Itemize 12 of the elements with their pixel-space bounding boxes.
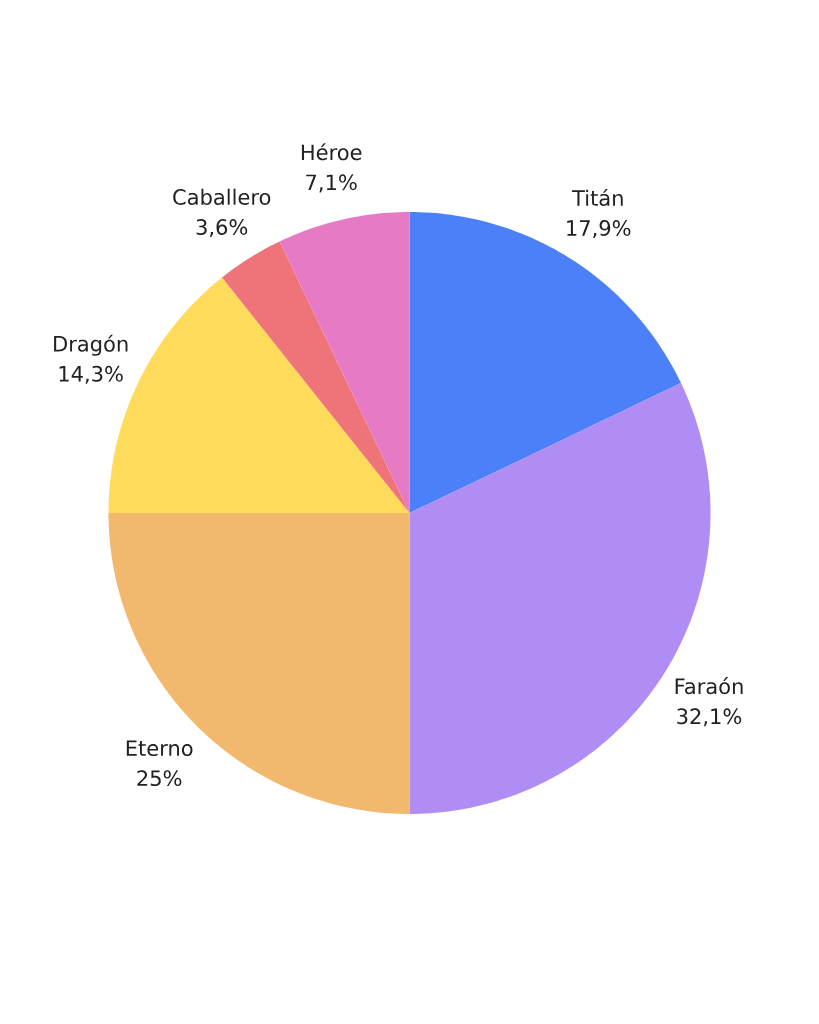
data-label: 17,9% xyxy=(567,220,631,239)
data-label: 32,1% xyxy=(677,708,742,727)
slice-label: Caballero xyxy=(173,188,271,205)
data-label: 14,3% xyxy=(59,365,123,384)
data-label: 25% xyxy=(137,770,182,787)
slice-label: Eterno xyxy=(126,740,193,757)
slice-label: Faraón xyxy=(675,677,743,695)
slice-label: Dragón xyxy=(54,334,128,356)
data-label: 7,1% xyxy=(306,174,357,193)
slice-label: Titán xyxy=(571,188,623,206)
data-label: 3,6% xyxy=(196,219,248,238)
slice-label: Héroe xyxy=(301,143,362,161)
